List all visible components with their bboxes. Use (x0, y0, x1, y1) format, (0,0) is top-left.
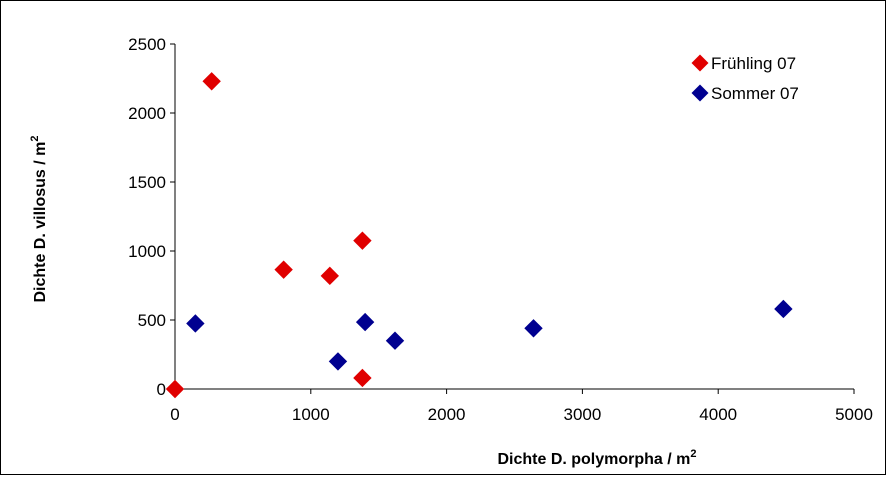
x-axis: 0 1000 2000 3000 4000 5000 (170, 388, 873, 424)
data-point-sommer (774, 299, 793, 319)
y-tick-label: 500 (138, 311, 166, 330)
data-point-sommer (355, 312, 375, 332)
x-tick-label: 5000 (835, 405, 873, 424)
data-point-fruehling (353, 368, 372, 388)
data-point-fruehling (274, 260, 293, 279)
y-tick-label: 1500 (128, 173, 166, 192)
x-tick-label: 2000 (428, 405, 466, 424)
y-tick-label: 1000 (128, 242, 166, 261)
legend-marker-fruehling (691, 54, 709, 72)
legend-item-fruehling: Frühling 07 (691, 54, 796, 73)
y-tick-label: 0 (157, 380, 166, 399)
y-tick-label: 2500 (128, 35, 166, 54)
data-point-sommer (385, 331, 405, 350)
legend-label-fruehling: Frühling 07 (711, 54, 796, 73)
x-tick-label: 4000 (699, 405, 737, 424)
data-point-fruehling (202, 72, 221, 91)
y-tick-label: 2000 (128, 104, 166, 123)
data-point-sommer (524, 319, 543, 338)
data-point-fruehling (320, 266, 340, 286)
data-markers (165, 72, 793, 399)
x-tick-label: 1000 (292, 405, 330, 424)
data-point-sommer (328, 352, 348, 371)
x-tick-label: 0 (170, 405, 179, 424)
legend-item-sommer: Sommer 07 (691, 84, 799, 103)
x-axis-title: Dichte D. polymorpha / m2 (497, 448, 696, 468)
x-tick-label: 3000 (563, 405, 601, 424)
legend-label-sommer: Sommer 07 (711, 84, 799, 103)
y-axis-title: Dichte D. villosus / m2 (29, 135, 49, 302)
data-point-fruehling (353, 231, 372, 250)
data-point-fruehling (165, 379, 185, 399)
legend: Frühling 07 Sommer 07 (691, 54, 799, 103)
data-point-sommer (186, 314, 205, 333)
legend-marker-sommer (691, 84, 709, 102)
y-axis: 0 500 1000 1500 2000 2500 (128, 35, 176, 399)
